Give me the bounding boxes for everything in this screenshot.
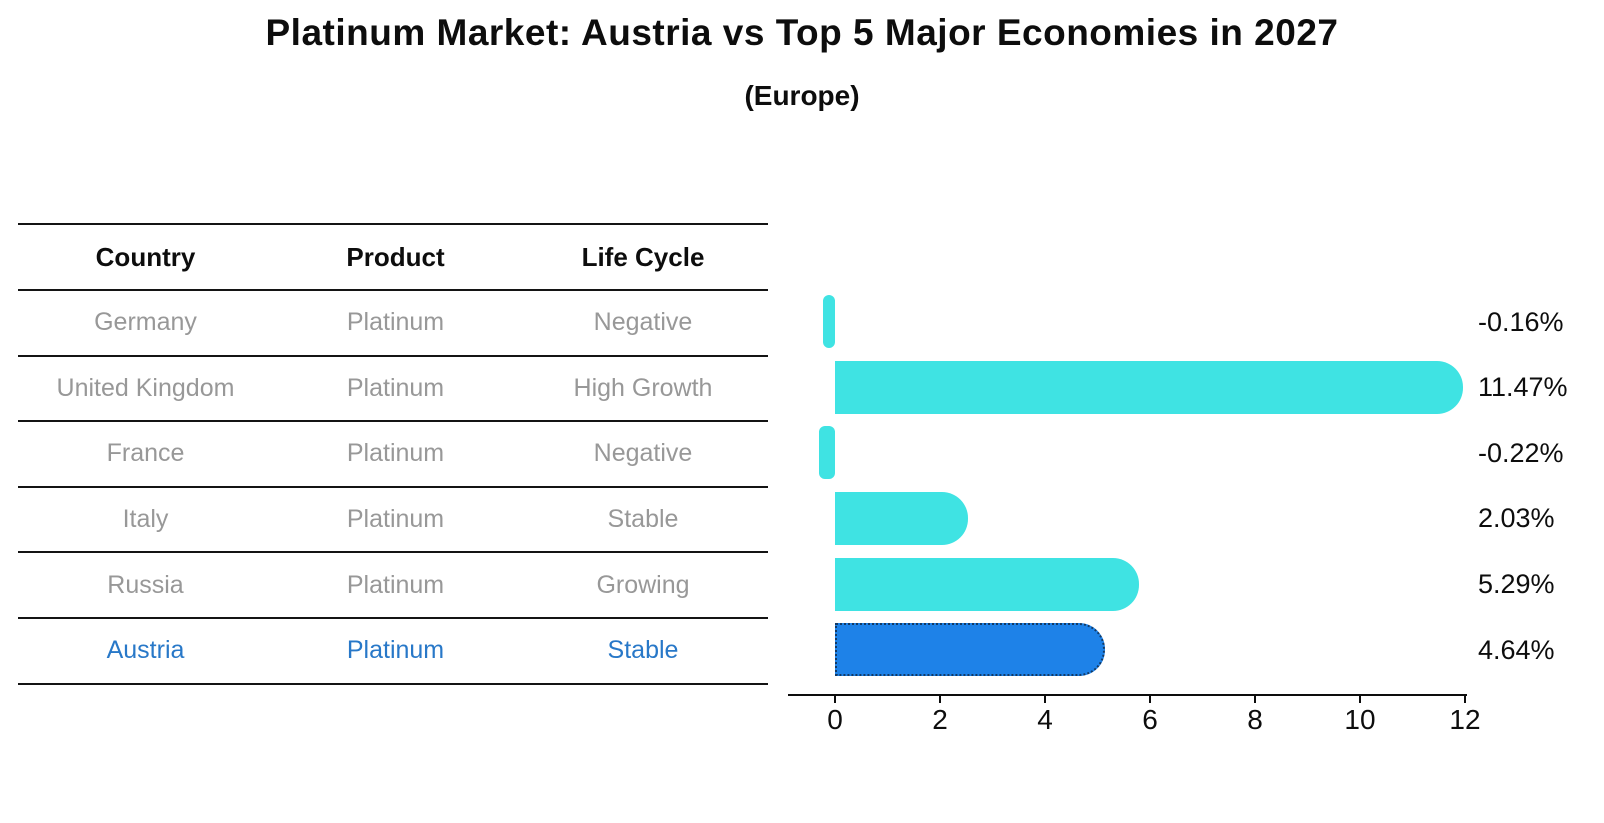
- column-header-country: Country: [95, 241, 196, 272]
- x-tick-mark: [1149, 696, 1151, 703]
- x-tick-label: 4: [1037, 704, 1053, 735]
- bar-value-label: 11.47%: [1478, 372, 1568, 403]
- bar-value-label: 4.64%: [1478, 634, 1555, 665]
- table-row: Germany Platinum Negative: [18, 289, 768, 355]
- x-axis-line: [788, 694, 1467, 696]
- bar-russia: [835, 557, 1139, 611]
- product-cell: Platinum: [346, 308, 445, 337]
- table-row: Italy Platinum Stable: [18, 485, 768, 552]
- comparison-table: Country Product Life Cycle Germany Platin…: [18, 223, 768, 685]
- bar-value-label: -0.22%: [1478, 437, 1564, 468]
- country-cell: United Kingdom: [56, 373, 235, 402]
- x-tick-mark: [939, 696, 941, 703]
- bar-value-label: 2.03%: [1478, 503, 1555, 534]
- x-tick-label: 12: [1449, 704, 1481, 735]
- table-header-row: Country Product Life Cycle: [18, 223, 768, 289]
- lifecycle-cell: Stable: [607, 636, 679, 665]
- x-tick-label: 2: [932, 704, 948, 735]
- table-row: Russia Platinum Growing: [18, 551, 768, 617]
- country-cell: France: [106, 439, 185, 468]
- country-cell: Germany: [94, 308, 197, 337]
- column-header-product: Product: [346, 241, 445, 272]
- lifecycle-cell: Growing: [596, 570, 690, 599]
- lifecycle-cell: Negative: [593, 439, 693, 468]
- product-cell: Platinum: [346, 570, 445, 599]
- x-tick-label: 10: [1344, 704, 1376, 735]
- table-row: Austria Platinum Stable: [18, 616, 768, 685]
- bar-france: [819, 426, 835, 480]
- column-header-lifecycle: Life Cycle: [581, 241, 705, 272]
- x-tick-mark: [1044, 696, 1046, 703]
- product-cell: Platinum: [346, 636, 445, 665]
- lifecycle-cell: Negative: [593, 308, 693, 337]
- x-tick-label: 0: [827, 704, 843, 735]
- x-tick-mark: [1464, 696, 1466, 703]
- lifecycle-cell: High Growth: [573, 373, 713, 402]
- product-cell: Platinum: [346, 505, 445, 534]
- x-tick-label: 8: [1247, 704, 1263, 735]
- lifecycle-cell: Stable: [607, 505, 679, 534]
- x-tick-label: 6: [1142, 704, 1158, 735]
- x-tick-mark: [834, 696, 836, 703]
- bar-italy: [835, 491, 968, 545]
- x-tick-mark: [1359, 696, 1361, 703]
- country-cell: Russia: [107, 570, 184, 599]
- bar-germany: [822, 295, 835, 348]
- chart-title: Platinum Market: Austria vs Top 5 Major …: [265, 12, 1339, 53]
- table-row: France Platinum Negative: [18, 420, 768, 486]
- country-cell: Italy: [122, 505, 169, 534]
- product-cell: Platinum: [346, 373, 445, 402]
- bar-value-label: 5.29%: [1478, 569, 1555, 600]
- country-cell: Austria: [106, 636, 185, 665]
- product-cell: Platinum: [346, 439, 445, 468]
- bar-value-label: -0.16%: [1478, 306, 1564, 337]
- table-body: Germany Platinum Negative United Kingdom Pla…: [18, 289, 768, 685]
- x-tick-mark: [1254, 696, 1256, 703]
- bar-united-kingdom: [835, 360, 1464, 414]
- chart-subtitle: (Europe): [744, 80, 860, 111]
- bar-austria: [835, 623, 1105, 677]
- table-row: United Kingdom Platinum High Growth: [18, 354, 768, 421]
